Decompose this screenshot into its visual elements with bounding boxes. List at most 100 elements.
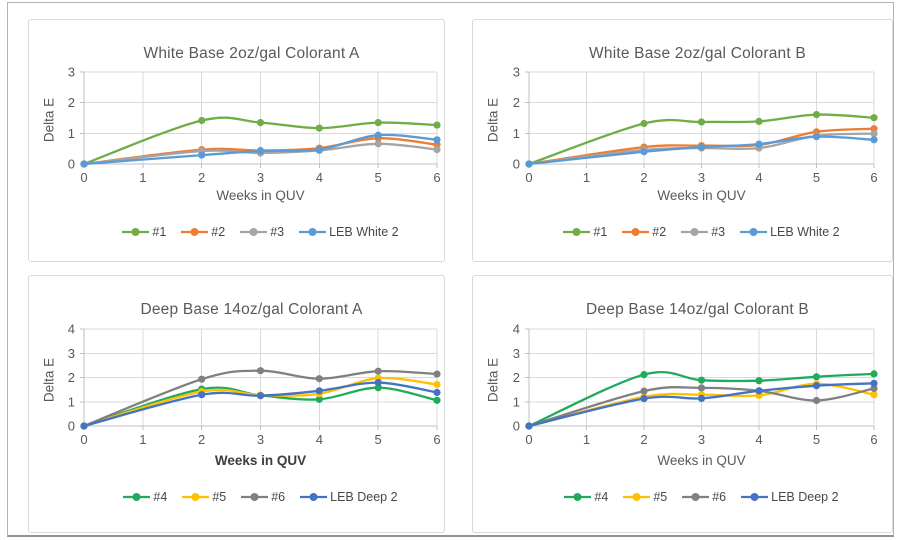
svg-text:2: 2 [640, 170, 647, 185]
legend-label: #2 [652, 225, 667, 239]
legend-label: #2 [211, 225, 226, 239]
svg-text:0: 0 [68, 419, 75, 434]
chart-panel-white-base-colorant-a: 0 1 2 3 0 1 2 3 4 5 6 White Base 2oz/gal Colorant … [28, 19, 445, 262]
legend-item-#5: #5 [623, 490, 667, 504]
svg-text:1: 1 [583, 432, 590, 447]
svg-text:3: 3 [698, 432, 705, 447]
svg-text:3: 3 [257, 432, 264, 447]
axes [525, 71, 875, 168]
line-chart-canvas: 0 1 2 3 0 1 2 3 4 5 6 [68, 65, 441, 186]
x-axis-title: Weeks in QUV [214, 453, 307, 468]
chart-legend: #1 #2 #3 LEB White 2 [84, 225, 437, 239]
tick-labels: 0 1 2 3 0 1 2 3 4 5 6 [513, 65, 878, 186]
svg-text:4: 4 [755, 170, 762, 185]
legend-marker-icon [563, 228, 591, 236]
svg-text:0: 0 [80, 432, 87, 447]
legend-label: #6 [271, 490, 286, 504]
slide-frame: 0 1 2 3 0 1 2 3 4 5 6 White Base 2oz/gal Colorant … [7, 2, 894, 537]
svg-text:2: 2 [513, 370, 520, 385]
legend-marker-icon [241, 493, 269, 501]
svg-text:2: 2 [640, 432, 647, 447]
legend-marker-icon [564, 493, 592, 501]
legend-label: LEB Deep 2 [771, 490, 839, 504]
svg-text:0: 0 [525, 432, 532, 447]
legend-item-#3: #3 [240, 225, 284, 239]
legend-item-#5: #5 [182, 490, 226, 504]
legend-item-#2: #2 [181, 225, 225, 239]
legend-marker-icon [182, 493, 210, 501]
legend-label: #3 [270, 225, 285, 239]
svg-text:6: 6 [433, 432, 440, 447]
legend-item-#6: #6 [682, 490, 726, 504]
legend-label: #3 [711, 225, 726, 239]
svg-text:3: 3 [513, 65, 520, 80]
svg-text:1: 1 [583, 170, 590, 185]
legend-label: #4 [594, 490, 609, 504]
svg-text:4: 4 [68, 322, 75, 337]
legend-item-LEB White 2: LEB White 2 [299, 225, 399, 239]
legend-marker-icon [240, 228, 268, 236]
legend-marker-icon [299, 228, 327, 236]
legend-item-#1: #1 [122, 225, 166, 239]
legend-label: LEB White 2 [329, 225, 399, 239]
svg-text:2: 2 [68, 95, 75, 110]
svg-text:1: 1 [513, 394, 520, 409]
chart-title: White Base 2oz/gal Colorant B [589, 44, 806, 62]
legend-item-#4: #4 [123, 490, 167, 504]
legend-item-#3: #3 [681, 225, 725, 239]
svg-text:4: 4 [755, 432, 762, 447]
legend-marker-icon [181, 228, 209, 236]
svg-text:5: 5 [813, 432, 820, 447]
series-line-LEB Deep 2 [80, 379, 441, 430]
svg-text:6: 6 [870, 432, 877, 447]
legend-label: LEB White 2 [770, 225, 840, 239]
legend-item-LEB White 2: LEB White 2 [740, 225, 840, 239]
chart-legend: #4 #5 #6 LEB Deep 2 [84, 490, 437, 504]
series-line-LEB Deep 2 [525, 379, 878, 430]
line-chart-canvas: 0 1 2 3 4 0 1 2 3 4 5 6 [68, 322, 441, 448]
legend-item-LEB Deep 2: LEB Deep 2 [300, 490, 398, 504]
svg-text:3: 3 [513, 346, 520, 361]
svg-text:3: 3 [68, 65, 75, 80]
legend-marker-icon [123, 493, 151, 501]
tick-labels: 0 1 2 3 0 1 2 3 4 5 6 [68, 65, 441, 186]
svg-text:1: 1 [139, 432, 146, 447]
legend-label: LEB Deep 2 [330, 490, 398, 504]
chart-panel-deep-base-colorant-b: 0 1 2 3 4 0 1 2 3 4 5 6 Deep Base 14oz/gal Colorant… [472, 275, 893, 533]
legend-label: #4 [153, 490, 168, 504]
legend-item-LEB Deep 2: LEB Deep 2 [741, 490, 839, 504]
x-axis-title: Weeks in QUV [657, 188, 746, 203]
svg-text:4: 4 [513, 322, 520, 337]
x-axis-title: Weeks in QUV [657, 453, 746, 468]
chart-legend: #1 #2 #3 LEB White 2 [529, 225, 874, 239]
legend-marker-icon [741, 493, 769, 501]
chart-panel-white-base-colorant-b: 0 1 2 3 0 1 2 3 4 5 6 White Base 2oz/gal Colorant … [472, 19, 893, 262]
legend-marker-icon [122, 228, 150, 236]
svg-text:5: 5 [375, 170, 382, 185]
chart-panel-deep-base-colorant-a: 0 1 2 3 4 0 1 2 3 4 5 6 Deep Base 14oz/gal Colorant… [28, 275, 445, 533]
chart-title: White Base 2oz/gal Colorant A [143, 44, 360, 62]
svg-text:2: 2 [68, 370, 75, 385]
y-axis-title: Delta E [41, 97, 57, 143]
y-axis-title: Delta E [41, 357, 57, 402]
legend-item-#2: #2 [622, 225, 666, 239]
svg-text:6: 6 [870, 170, 877, 185]
legend-label: #5 [653, 490, 668, 504]
chart-legend: #4 #5 #6 LEB Deep 2 [529, 490, 874, 504]
svg-text:1: 1 [68, 126, 75, 141]
legend-marker-icon [623, 493, 651, 501]
svg-text:0: 0 [525, 170, 532, 185]
svg-text:0: 0 [68, 157, 75, 172]
svg-text:6: 6 [433, 170, 440, 185]
svg-text:2: 2 [513, 95, 520, 110]
chart-title: Deep Base 14oz/gal Colorant B [586, 300, 809, 318]
legend-label: #6 [712, 490, 727, 504]
tick-labels: 0 1 2 3 4 0 1 2 3 4 5 6 [68, 322, 441, 448]
svg-text:3: 3 [68, 346, 75, 361]
x-axis-title: Weeks in QUV [216, 188, 305, 203]
legend-marker-icon [740, 228, 768, 236]
legend-marker-icon [681, 228, 709, 236]
svg-text:4: 4 [316, 432, 323, 447]
svg-text:0: 0 [80, 170, 87, 185]
tick-labels: 0 1 2 3 4 0 1 2 3 4 5 6 [513, 322, 878, 448]
